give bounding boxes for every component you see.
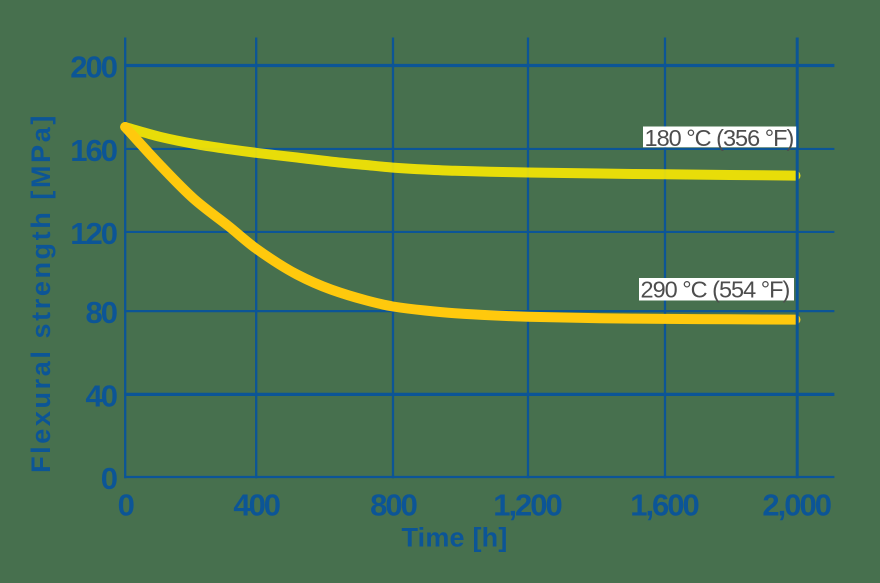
svg-text:1,600: 1,600 <box>630 488 698 523</box>
svg-text:1,200: 1,200 <box>493 488 561 523</box>
svg-text:0: 0 <box>101 461 117 496</box>
svg-text:2,000: 2,000 <box>762 488 830 523</box>
svg-text:200: 200 <box>70 49 116 84</box>
svg-text:40: 40 <box>86 378 117 413</box>
svg-text:400: 400 <box>233 488 279 523</box>
svg-text:0: 0 <box>118 488 134 523</box>
svg-text:Time [h]: Time [h] <box>401 523 507 553</box>
svg-text:800: 800 <box>370 488 416 523</box>
svg-text:180 °C (356 °F): 180 °C (356 °F) <box>645 125 794 151</box>
svg-text:120: 120 <box>70 216 116 251</box>
svg-text:80: 80 <box>86 295 117 330</box>
svg-text:160: 160 <box>70 133 116 168</box>
svg-text:290 °C (554 °F): 290 °C (554 °F) <box>641 277 790 303</box>
svg-text:Flexural strength [MPa]: Flexural strength [MPa] <box>26 113 56 473</box>
